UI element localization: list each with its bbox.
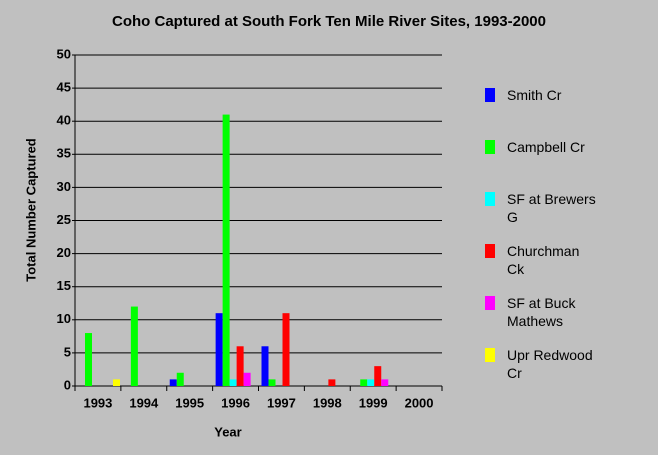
y-tick-label: 20 — [57, 245, 71, 260]
x-tick-label: 1997 — [267, 395, 296, 410]
y-axis-label: Total Number Captured — [23, 138, 38, 282]
legend-swatch — [485, 244, 495, 258]
y-tick-label: 45 — [57, 80, 71, 95]
y-tick-label: 40 — [57, 113, 71, 128]
y-tick-label: 10 — [57, 311, 71, 326]
bar — [113, 379, 120, 386]
legend-label: SF at Brewers G — [507, 191, 596, 225]
y-tick-label: 30 — [57, 179, 71, 194]
y-tick-label: 25 — [57, 212, 71, 227]
x-tick-label: 1999 — [359, 395, 388, 410]
x-tick-label: 1994 — [129, 395, 159, 410]
y-tick-label: 5 — [64, 344, 71, 359]
bar — [328, 379, 336, 386]
x-axis-label: Year — [214, 424, 241, 439]
bar — [236, 346, 244, 386]
bar — [229, 379, 237, 386]
legend-label: Churchman Ck — [507, 243, 580, 277]
bar — [222, 114, 230, 386]
x-tick-label: 2000 — [405, 395, 434, 410]
bar — [261, 346, 269, 386]
x-tick-label: 1995 — [175, 395, 204, 410]
legend-label: Campbell Cr — [507, 139, 585, 155]
y-tick-label: 35 — [57, 146, 71, 161]
bar — [282, 313, 290, 386]
legend-swatch — [485, 192, 495, 206]
x-tick-label: 1998 — [313, 395, 342, 410]
legend-swatch — [485, 296, 495, 310]
x-tick-label: 1993 — [83, 395, 112, 410]
chart-title: Coho Captured at South Fork Ten Mile Riv… — [112, 13, 546, 30]
bar — [381, 379, 389, 386]
bar — [268, 379, 276, 386]
legend-swatch — [485, 88, 495, 102]
bar — [367, 379, 375, 386]
bar — [215, 313, 223, 386]
legend-label: Upr Redwood Cr — [507, 347, 593, 381]
bar — [360, 379, 368, 386]
legend-label: Smith Cr — [507, 87, 562, 103]
bar — [130, 306, 138, 386]
legend-label: SF at Buck Mathews — [507, 295, 576, 329]
bar — [374, 366, 382, 386]
bar — [169, 379, 177, 386]
bar — [176, 372, 184, 386]
x-tick-label: 1996 — [221, 395, 250, 410]
y-tick-label: 15 — [57, 278, 71, 293]
legend-swatch — [485, 348, 495, 362]
bar — [243, 372, 251, 386]
y-tick-label: 0 — [64, 377, 71, 392]
y-tick-label: 50 — [57, 46, 71, 61]
bar — [85, 333, 92, 386]
legend-swatch — [485, 140, 495, 154]
